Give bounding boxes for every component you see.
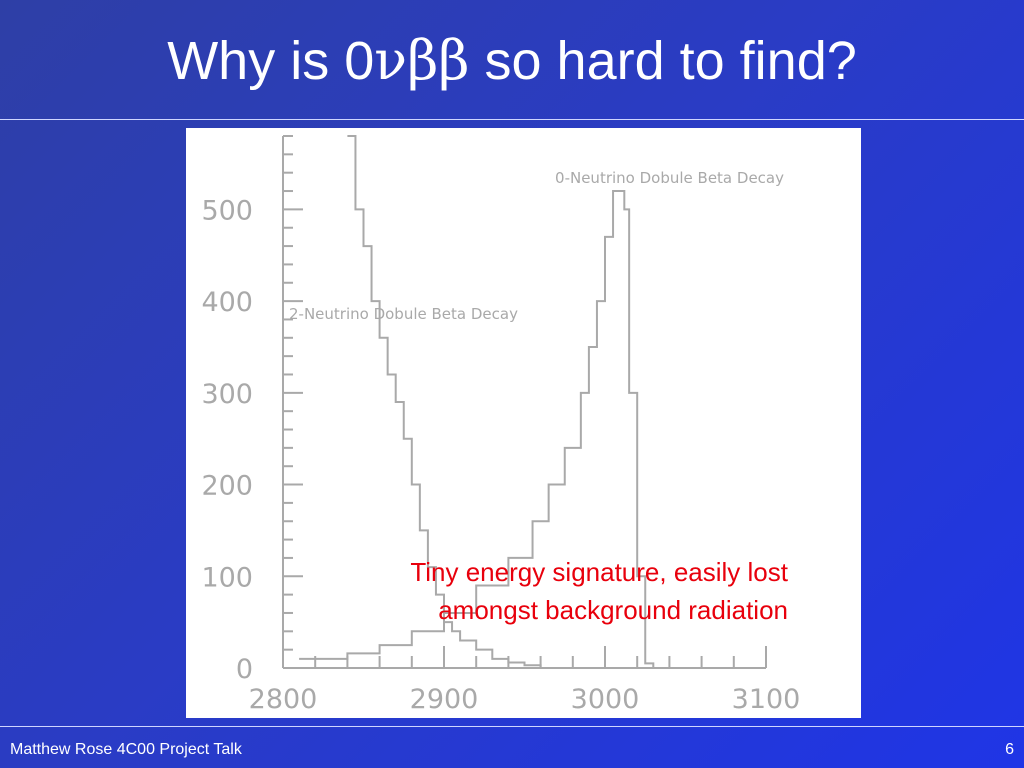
x-tick-label: 3000 xyxy=(571,684,640,715)
y-tick-label: 100 xyxy=(201,562,253,593)
series-0nu-label: 0-Neutrino Dobule Beta Decay xyxy=(555,169,784,187)
series-2nu-label: 2-Neutrino Dobule Beta Decay xyxy=(289,305,518,323)
title-suffix-text: so hard to find? xyxy=(469,31,857,91)
y-tick-label: 500 xyxy=(201,195,253,226)
x-tick-label: 3100 xyxy=(732,684,801,715)
caption-line-2: amongst background radiation xyxy=(438,595,788,625)
chart-panel: 0 100 200 300 400 500 2800 2900 3000 3100 0-Neutri… xyxy=(186,128,861,718)
spectrum-chart: 0 100 200 300 400 500 2800 2900 3000 3100 0-Neutri… xyxy=(201,135,801,715)
slide-title: Why is 0νββ so hard to find? xyxy=(0,28,1024,94)
x-tick-label: 2900 xyxy=(410,684,479,715)
y-tick-label: 400 xyxy=(201,287,253,318)
y-tick-label: 300 xyxy=(201,379,253,410)
x-tick-label: 2800 xyxy=(249,684,318,715)
title-text: Why is 0 xyxy=(167,31,375,91)
title-divider xyxy=(0,119,1024,120)
series-0nu-line xyxy=(299,190,655,668)
caption-line-1: Tiny energy signature, easily lost xyxy=(410,557,788,587)
slide-number: 6 xyxy=(1005,741,1014,758)
footer-divider xyxy=(0,726,1024,727)
footer-author: Matthew Rose 4C00 Project Talk xyxy=(10,741,242,758)
title-greek-text: νββ xyxy=(374,29,470,92)
chart-caption: Tiny energy signature, easily lost among… xyxy=(230,553,788,629)
series-2nu-line xyxy=(347,135,542,668)
y-tick-label: 0 xyxy=(236,654,253,685)
y-tick-label: 200 xyxy=(201,471,253,502)
